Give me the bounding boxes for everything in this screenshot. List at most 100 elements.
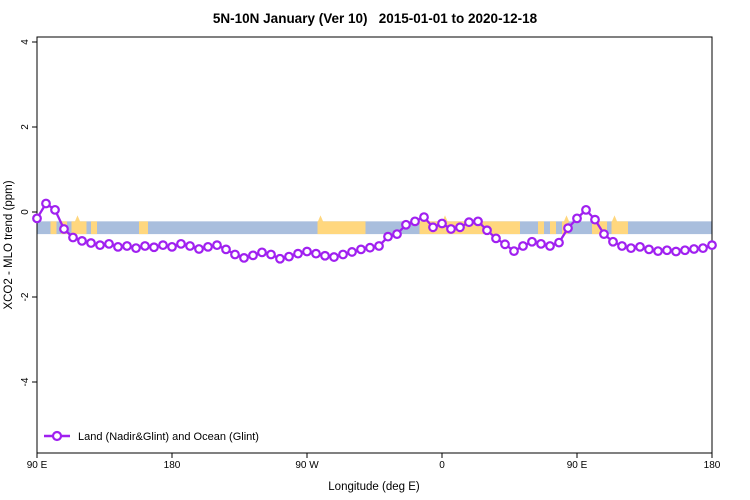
data-point	[518, 241, 528, 251]
land-patch	[71, 221, 87, 235]
data-point	[392, 229, 402, 240]
data-point	[284, 251, 294, 262]
data-point	[41, 198, 51, 209]
legend: Land (Nadir&Glint) and Ocean (Glint)	[44, 430, 259, 443]
axes-layer: 4 2 0 -2 -4 90 E 180 90 W 0 90 E 180	[20, 36, 721, 471]
data-point	[554, 237, 564, 248]
land-bump	[611, 215, 618, 223]
data-point	[104, 238, 114, 249]
land-patch	[550, 221, 556, 235]
data-point	[365, 242, 375, 253]
y-tick-label: 0	[20, 209, 31, 215]
data-point	[185, 241, 195, 251]
land-patch	[139, 221, 148, 235]
data-point	[419, 212, 429, 223]
data-point	[410, 216, 420, 227]
data-point	[122, 241, 132, 251]
x-tick-label: 90 W	[295, 460, 319, 471]
data-point	[347, 247, 357, 257]
land-bump	[563, 215, 570, 223]
y-tick-label: -4	[20, 377, 31, 386]
data-point	[113, 241, 123, 252]
x-axis-label: Longitude (deg E)	[328, 481, 420, 493]
data-point	[203, 241, 213, 252]
y-axis-label: XCO2 - MLO trend (ppm)	[3, 180, 15, 309]
data-point	[662, 245, 672, 256]
data-point	[590, 214, 600, 225]
data-point	[626, 243, 636, 254]
data-point	[356, 244, 366, 255]
data-point	[563, 223, 573, 234]
data-point	[374, 241, 384, 251]
x-tick-label: 90 E	[27, 460, 48, 471]
data-point	[689, 244, 699, 254]
data-point	[491, 233, 501, 244]
legend-label: Land (Nadir&Glint) and Ocean (Glint)	[78, 431, 259, 443]
data-point	[653, 246, 663, 257]
data-point	[635, 241, 645, 252]
data-point	[401, 219, 411, 230]
land-bump	[317, 215, 324, 223]
data-point	[158, 240, 168, 251]
data-point	[698, 243, 708, 254]
data-point	[644, 244, 654, 255]
data-point	[140, 241, 150, 251]
data-point	[320, 250, 330, 261]
data-point	[500, 239, 510, 250]
land-patch	[91, 221, 97, 235]
x-tick-label: 180	[164, 460, 181, 471]
land-patch	[50, 221, 57, 235]
data-point	[446, 224, 456, 234]
data-point	[239, 252, 249, 263]
y-tick-label: -2	[20, 292, 31, 301]
data-point	[509, 246, 519, 257]
legend-marker-icon	[51, 430, 63, 442]
data-point	[275, 253, 285, 264]
data-point	[230, 249, 240, 260]
land-patch	[611, 221, 628, 235]
data-point	[77, 235, 87, 246]
data-point	[293, 248, 303, 259]
data-point	[131, 243, 141, 254]
data-point	[383, 231, 393, 242]
y-tick-label: 4	[20, 39, 31, 45]
data-point	[266, 249, 276, 260]
data-point	[212, 240, 222, 251]
data-point	[86, 238, 96, 248]
land-bump	[74, 215, 81, 223]
data-point	[482, 225, 492, 236]
data-point	[248, 250, 258, 261]
data-point	[527, 236, 537, 247]
land-patch	[317, 221, 366, 235]
data-point	[428, 222, 438, 233]
x-tick-label: 0	[439, 460, 445, 471]
data-point	[149, 242, 159, 253]
data-point	[599, 229, 609, 240]
x-tick-label: 90 E	[567, 460, 588, 471]
data-point	[32, 213, 42, 224]
data-point	[536, 238, 546, 249]
data-point	[329, 252, 339, 262]
data-point	[464, 217, 474, 228]
data-point	[707, 240, 717, 251]
land-patch	[538, 221, 544, 235]
data-point	[176, 238, 186, 249]
data-point	[545, 241, 555, 251]
ocean-strip	[37, 221, 712, 235]
data-point	[257, 247, 267, 258]
data-point	[59, 224, 69, 234]
data-point	[68, 232, 78, 243]
data-point	[167, 241, 177, 252]
data-point	[680, 245, 690, 256]
data-point	[50, 204, 60, 215]
data-point	[194, 244, 204, 254]
x-tick-label: 180	[704, 460, 721, 471]
data-point	[311, 248, 321, 259]
data-point	[221, 244, 231, 255]
data-point	[473, 216, 483, 227]
data-point	[608, 236, 618, 247]
data-point	[338, 249, 348, 260]
data-point	[455, 222, 465, 233]
